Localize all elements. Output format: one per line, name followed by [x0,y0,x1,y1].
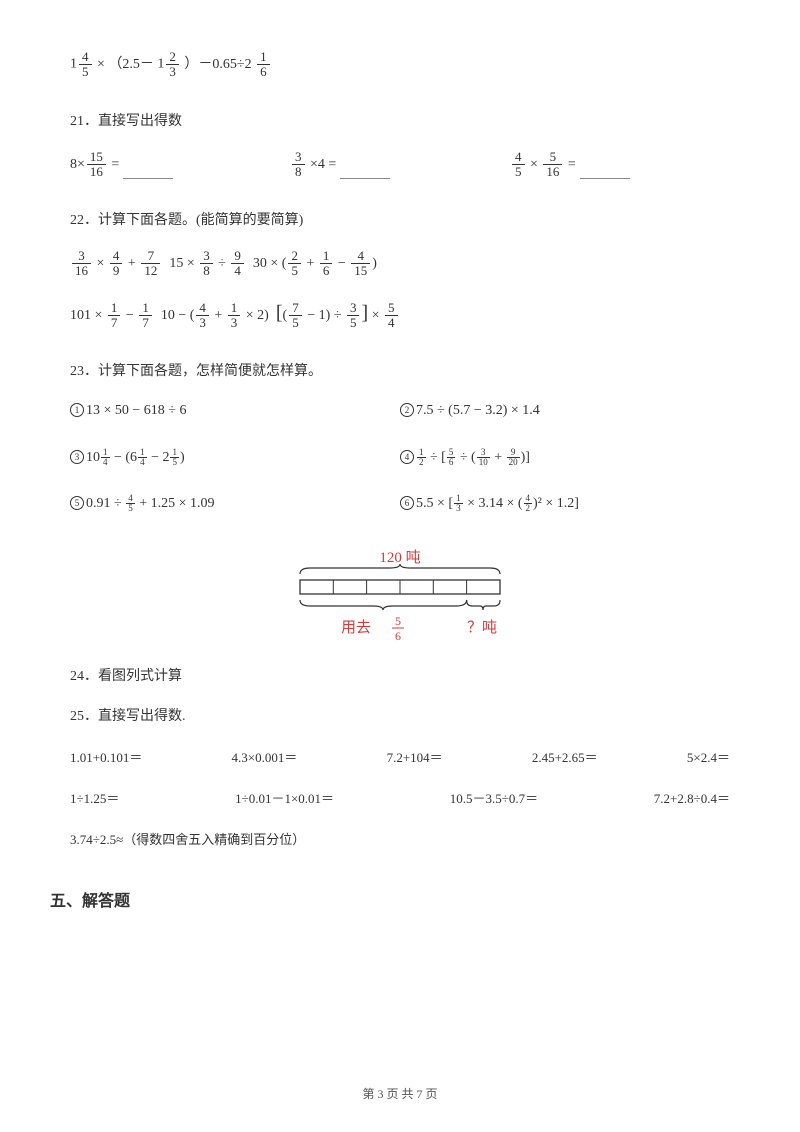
q23-row2: 31014 − (614 − 215) 412 ÷ [56 ÷ (310 + 9… [70,447,730,469]
diagram-used-label: 用去 [341,619,371,636]
q25-row2: 1÷1.25＝ 1÷0.01－1×0.01＝ 10.5－3.5÷0.7＝ 7.2… [70,789,730,810]
q21-exprs: 8×1516 = 38 ×4 = 45 × 516 = [70,150,730,180]
q24-diagram: 120 吨 用去 5 6 ？吨 [70,546,730,656]
q23-row3: 50.91 ÷ 45 + 1.25 × 1.09 65.5 × [13 × 3.… [70,493,730,515]
q22-label: 22．计算下面各题。(能简算的要简算) [70,209,730,229]
q25-row3: 3.74÷2.5≈（得数四舍五入精确到百分位） [70,830,730,851]
page-footer: 第 3 页 共 7 页 [0,1085,800,1102]
q21-label: 21．直接写出得数 [70,110,730,130]
svg-text:6: 6 [395,629,401,643]
diagram-q-label: ？吨 [467,619,497,636]
q24-label: 24．看图列式计算 [70,666,730,688]
section-5-heading: 五、解答题 [50,887,730,911]
q23-row1: 113 × 50 − 618 ÷ 6 27.5 ÷ (5.7 − 3.2) × … [70,400,730,422]
q25-label: 25．直接写出得数. [70,706,730,728]
q22-row1: 316 × 49 + 712 15 × 38 ÷ 94 30 × (25 + 1… [70,249,730,279]
svg-text:5: 5 [395,614,401,628]
q25-row1: 1.01+0.101＝ 4.3×0.001＝ 7.2+104＝ 2.45+2.6… [70,748,730,769]
q22-row2: 101 × 17 − 17 10 − (43 + 13 × 2) [(75 − … [70,297,730,331]
expr-20: 145 × （2.5－ 123 ）－0.65÷2 16 [70,50,730,80]
q23-label: 23．计算下面各题，怎样简便就怎样算。 [70,360,730,380]
diagram-top-label: 120 吨 [379,549,420,566]
